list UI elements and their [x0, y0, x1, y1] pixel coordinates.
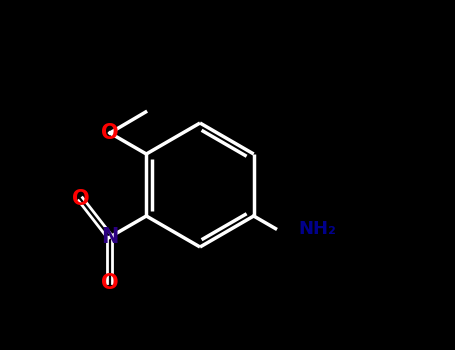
Text: NH₂: NH₂ [298, 219, 337, 238]
Text: O: O [72, 189, 89, 209]
Text: N: N [101, 227, 119, 247]
Text: O: O [101, 123, 119, 143]
Text: O: O [101, 273, 119, 293]
